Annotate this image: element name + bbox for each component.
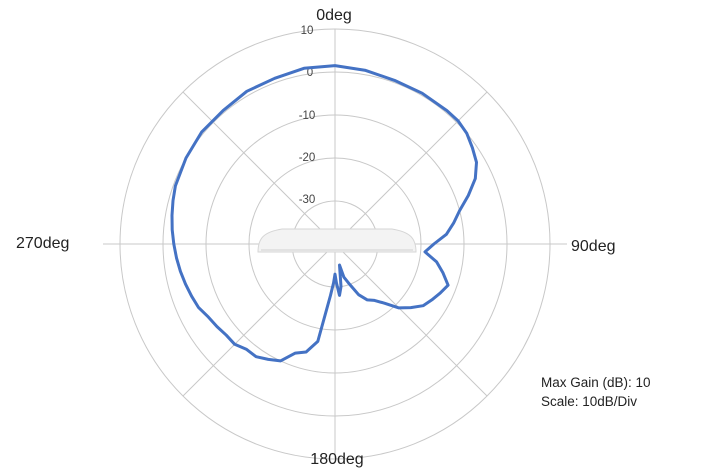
direction-label-0deg: 0deg [316,7,352,24]
device-outline [257,228,417,253]
max-gain-label: Max Gain (dB): 10 [541,375,651,390]
grid-spoke [182,91,336,245]
grid-spoke [334,243,488,397]
r-tick-labels: 10 0 -10 -20 -30 [299,25,316,206]
direction-label-180deg: 180deg [310,451,363,468]
r-tick-label: -30 [299,194,316,206]
grid-spoke [334,91,488,245]
chart-info-box: Max Gain (dB): 10 Scale: 10dB/Div [541,373,651,411]
gain-trace-layer [170,64,478,363]
r-tick-label: 10 [301,25,314,37]
direction-label-270deg: 270deg [16,235,69,252]
gain-pattern-trace [170,64,478,363]
r-tick-label: -20 [299,152,316,164]
scale-label: Scale: 10dB/Div [541,394,638,409]
r-tick-label: 0 [307,67,313,79]
grid-spoke [182,243,336,397]
r-tick-label: -10 [299,110,316,122]
direction-label-90deg: 90deg [571,238,616,255]
